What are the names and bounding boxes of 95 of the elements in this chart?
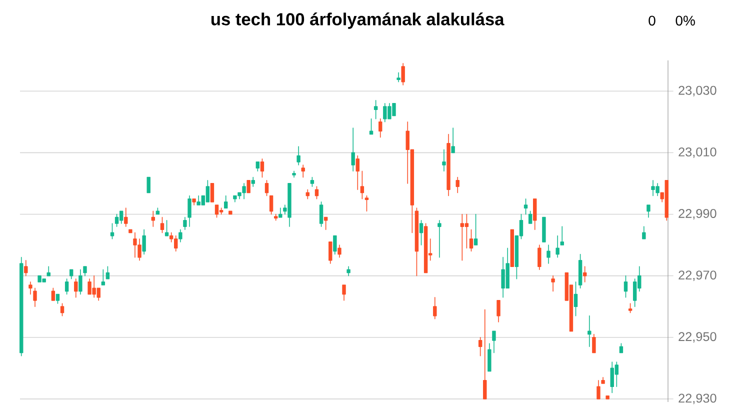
candlestick (451, 128, 455, 154)
candlestick (106, 266, 110, 280)
candlestick (219, 208, 224, 215)
candlestick (414, 208, 419, 276)
candlestick (206, 180, 210, 202)
y-tick-label: 22,950 (678, 332, 716, 343)
candlestick (142, 229, 146, 255)
candlestick (119, 210, 124, 224)
y-tick-label: 22,930 (678, 394, 716, 404)
candlestick (551, 275, 555, 292)
candlestick (24, 260, 28, 276)
candlestick (146, 176, 150, 194)
candlestick (28, 282, 32, 295)
candlestick (319, 202, 324, 227)
y-tick-label: 22,970 (678, 270, 716, 282)
candlestick (560, 226, 564, 246)
candlestick (178, 229, 182, 242)
y-tick-label: 23,010 (678, 147, 716, 158)
candlestick (438, 220, 442, 258)
candlestick (183, 216, 187, 230)
candlestick (188, 195, 192, 227)
candlestick (328, 242, 332, 264)
candlestick (83, 266, 87, 276)
candlestick (546, 244, 550, 264)
candlestick (492, 330, 496, 354)
candlestick (356, 155, 360, 190)
candlestick (606, 395, 610, 400)
candlestick (333, 235, 337, 255)
candlestick (378, 118, 382, 138)
candlestick (351, 128, 355, 172)
candlestick (296, 146, 300, 166)
candlestick (542, 216, 546, 242)
candlestick (488, 343, 492, 372)
candlestick (64, 278, 69, 295)
candlestick (496, 300, 500, 322)
candlestick (456, 176, 460, 194)
candlestick (314, 186, 319, 200)
candlestick (70, 269, 74, 280)
text: 0 (648, 16, 656, 26)
y-tick-label: 22,990 (678, 209, 716, 220)
candlestick (596, 380, 600, 400)
candlestick (78, 269, 82, 295)
candlestick (124, 208, 128, 227)
candlestick (601, 376, 605, 384)
candlestick (346, 266, 350, 276)
candlestick (264, 180, 269, 196)
y-tick-label: 23,030 (678, 86, 716, 96)
candlestick (46, 266, 50, 276)
candlestick (292, 170, 296, 178)
candlestick (483, 309, 487, 400)
candlestick (588, 315, 592, 347)
candlestick (251, 176, 255, 187)
candlestick (60, 303, 64, 316)
candlestick (20, 256, 24, 356)
candlestick (528, 210, 532, 224)
candlestick (446, 134, 450, 196)
candlestick (338, 244, 342, 258)
candlestick (578, 254, 582, 289)
candlestick (128, 229, 132, 234)
candlestick (151, 210, 155, 227)
candlestick (310, 176, 314, 187)
candlestick (210, 183, 214, 202)
candlestick (533, 198, 537, 230)
candlestick (56, 294, 60, 304)
chart-title: us tech 100 árfolyamának alakulása (211, 12, 504, 29)
candlestick (246, 180, 250, 194)
candlestick (33, 288, 37, 307)
text: 0% (676, 16, 695, 26)
candlestick (224, 195, 228, 208)
candlestick (582, 266, 587, 282)
candlestick (192, 198, 196, 206)
candlestick (433, 296, 437, 320)
candlestick (424, 223, 428, 274)
candlestick (269, 195, 274, 215)
candlestick (256, 162, 260, 172)
candlestick (556, 235, 560, 258)
candlestick (642, 226, 646, 240)
candlestick (74, 278, 78, 298)
candlestick (619, 343, 624, 354)
candlestick (51, 288, 56, 301)
candlestick (538, 244, 542, 270)
candlestick (114, 214, 119, 227)
candlestick (228, 210, 232, 215)
candlestick (274, 214, 278, 221)
candlestick (401, 63, 405, 86)
candlestick (396, 72, 400, 82)
candlestick (214, 204, 219, 218)
candlestick (260, 158, 264, 178)
candlestick (442, 149, 446, 172)
candlestick (342, 284, 346, 301)
candlestick (592, 334, 596, 354)
candlestick (510, 229, 514, 267)
candlestick (301, 164, 305, 178)
candlestick (278, 208, 282, 218)
candlestick (646, 204, 650, 218)
